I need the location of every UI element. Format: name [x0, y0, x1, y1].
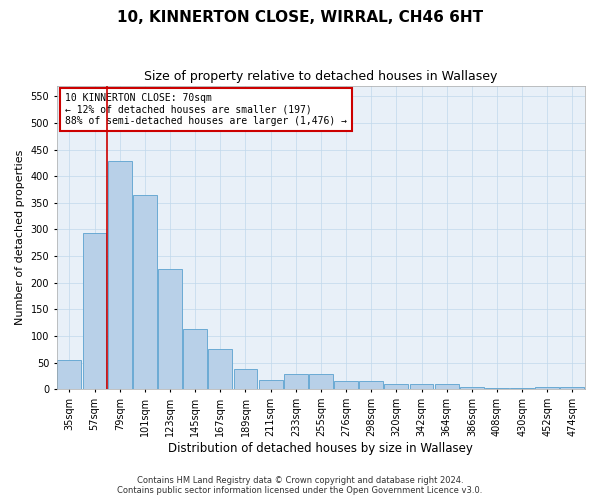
Bar: [309, 374, 333, 390]
Bar: [259, 380, 283, 390]
Bar: [183, 329, 207, 390]
Bar: [158, 270, 182, 390]
X-axis label: Distribution of detached houses by size in Wallasey: Distribution of detached houses by size …: [169, 442, 473, 455]
Title: Size of property relative to detached houses in Wallasey: Size of property relative to detached ho…: [144, 70, 497, 83]
Bar: [410, 384, 433, 390]
Text: Contains HM Land Registry data © Crown copyright and database right 2024.
Contai: Contains HM Land Registry data © Crown c…: [118, 476, 482, 495]
Y-axis label: Number of detached properties: Number of detached properties: [15, 150, 25, 325]
Bar: [334, 382, 358, 390]
Bar: [435, 384, 458, 390]
Bar: [233, 369, 257, 390]
Bar: [485, 388, 509, 390]
Bar: [385, 384, 409, 390]
Text: 10, KINNERTON CLOSE, WIRRAL, CH46 6HT: 10, KINNERTON CLOSE, WIRRAL, CH46 6HT: [117, 10, 483, 25]
Bar: [510, 388, 534, 390]
Bar: [208, 349, 232, 390]
Bar: [560, 387, 584, 390]
Bar: [359, 382, 383, 390]
Bar: [58, 360, 82, 390]
Bar: [284, 374, 308, 390]
Bar: [535, 386, 559, 390]
Bar: [83, 233, 106, 390]
Bar: [108, 161, 131, 390]
Bar: [133, 195, 157, 390]
Text: 10 KINNERTON CLOSE: 70sqm
← 12% of detached houses are smaller (197)
88% of semi: 10 KINNERTON CLOSE: 70sqm ← 12% of detac…: [65, 93, 347, 126]
Bar: [460, 386, 484, 390]
